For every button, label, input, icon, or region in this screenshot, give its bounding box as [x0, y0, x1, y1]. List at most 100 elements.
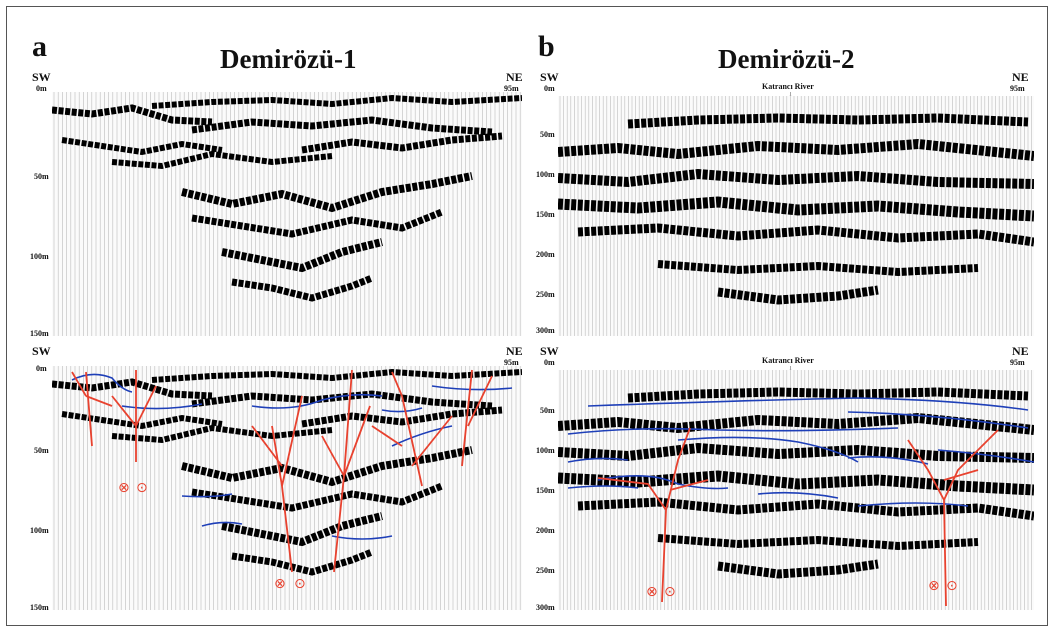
- reflector-band: [61, 411, 223, 430]
- a-bottom-ne-label: NE: [506, 344, 523, 358]
- horizon-line: [381, 407, 423, 413]
- horizon-line: [201, 521, 243, 527]
- horizon-line: [331, 535, 393, 540]
- section-a-unannotated: [52, 92, 522, 336]
- reflector-band: [558, 412, 1034, 435]
- reflector-band: [191, 482, 444, 512]
- reflector: [558, 138, 1034, 161]
- b-top-start-label: 0m: [544, 84, 555, 93]
- b-top-depth-100: 100m: [536, 170, 555, 179]
- panel-b-letter: b: [538, 30, 555, 63]
- reflector-band: [52, 104, 213, 126]
- reflector: [301, 406, 503, 428]
- b-top-depth-50: 50m: [540, 130, 555, 139]
- horizon-line: [251, 393, 383, 409]
- panel-b-title: Demirözü-2: [718, 44, 855, 74]
- b-top-sw-label: SW: [540, 70, 559, 84]
- reflector: [191, 116, 493, 136]
- section-a-interpreted: ⊗ ⊙ ⊗ ⊙: [52, 366, 522, 610]
- reflector: [191, 390, 493, 410]
- b-top-ne-label: NE: [1012, 70, 1029, 84]
- reflector: [52, 104, 213, 126]
- reflector: [221, 238, 383, 273]
- horizon-line: [71, 373, 133, 393]
- horizon-line: [757, 491, 839, 499]
- horizon-line: [567, 485, 639, 489]
- b-top-depth-150: 150m: [536, 210, 555, 219]
- horizon-line: [567, 427, 899, 435]
- b-top-river-arrow: ↓: [788, 89, 793, 99]
- a-top-depth-150: 150m: [30, 329, 49, 338]
- reflector: [52, 378, 213, 400]
- reflector: [191, 482, 444, 512]
- a-top-ne-label: NE: [506, 70, 523, 84]
- reflector: [231, 274, 374, 302]
- b-bottom-depth-50: 50m: [540, 406, 555, 415]
- reflector-band: [717, 559, 879, 579]
- horizon-line: [597, 475, 729, 490]
- strike-slip-out-symbol: ⊙: [664, 584, 676, 600]
- horizon-line: [847, 411, 1029, 429]
- reflector-band: [191, 390, 493, 410]
- b-bottom-depth-250: 250m: [536, 566, 555, 575]
- strike-slip-into-symbol: ⊗: [928, 578, 940, 594]
- a-bottom-depth-150: 150m: [30, 603, 49, 612]
- reflector-band: [577, 223, 1034, 247]
- panel-a-letter: a: [32, 30, 47, 63]
- reflector: [151, 368, 522, 383]
- reflector: [627, 113, 1029, 129]
- reflector: [61, 411, 223, 430]
- fault-line: [251, 395, 303, 573]
- a-bottom-depth-50: 50m: [34, 446, 49, 455]
- fault-line: [111, 370, 157, 462]
- a-top-depth-100: 100m: [30, 252, 49, 261]
- a-bottom-start-label: 0m: [36, 364, 47, 373]
- a-bottom-depth-100: 100m: [30, 526, 49, 535]
- b-bottom-ne-label: NE: [1012, 344, 1029, 358]
- figure-frame: [6, 6, 1048, 626]
- b-bottom-start-label: 0m: [544, 358, 555, 367]
- horizon-line: [181, 493, 233, 498]
- fault-line: [71, 371, 113, 447]
- reflector-band: [558, 442, 1034, 463]
- reflector-band: [717, 285, 879, 305]
- horizon-line: [857, 502, 969, 507]
- reflector-band: [191, 116, 493, 136]
- b-bottom-end-label: 95m: [1010, 358, 1025, 367]
- horizon-line: [121, 403, 203, 410]
- reflector-band: [221, 512, 383, 547]
- reflector-band: [61, 137, 223, 156]
- reflector: [111, 150, 333, 170]
- reflector: [717, 559, 879, 579]
- reflector: [231, 548, 374, 576]
- reflector-band: [181, 446, 473, 487]
- b-top-depth-250: 250m: [536, 290, 555, 299]
- reflector-band: [627, 387, 1029, 403]
- horizon-line: [847, 456, 929, 465]
- reflector-band: [111, 150, 333, 170]
- b-bottom-river-arrow: ↓: [788, 363, 793, 373]
- reflector-band: [151, 368, 522, 383]
- strike-slip-into-symbol: ⊗: [646, 584, 658, 600]
- a-top-start-label: 0m: [36, 84, 47, 93]
- b-bottom-depth-150: 150m: [536, 486, 555, 495]
- b-top-depth-300: 300m: [536, 326, 555, 335]
- strike-slip-into-symbol: ⊗: [118, 480, 130, 496]
- reflector-band: [301, 132, 503, 154]
- fault-line: [321, 369, 371, 573]
- reflector: [111, 424, 333, 444]
- reflector: [717, 285, 879, 305]
- a-bottom-end-label: 95m: [504, 358, 519, 367]
- reflector: [301, 132, 503, 154]
- strike-slip-out-symbol: ⊙: [136, 480, 148, 496]
- reflector-band: [558, 196, 1034, 222]
- reflector: [151, 94, 522, 109]
- b-top-river-label: Katrancı River: [762, 82, 814, 91]
- horizon-line: [937, 449, 1034, 463]
- reflector: [657, 260, 979, 277]
- reflector-band: [657, 534, 979, 551]
- reflector-band: [52, 378, 213, 400]
- reflector: [558, 470, 1034, 496]
- b-bottom-depth-100: 100m: [536, 446, 555, 455]
- reflector-band: [151, 94, 522, 109]
